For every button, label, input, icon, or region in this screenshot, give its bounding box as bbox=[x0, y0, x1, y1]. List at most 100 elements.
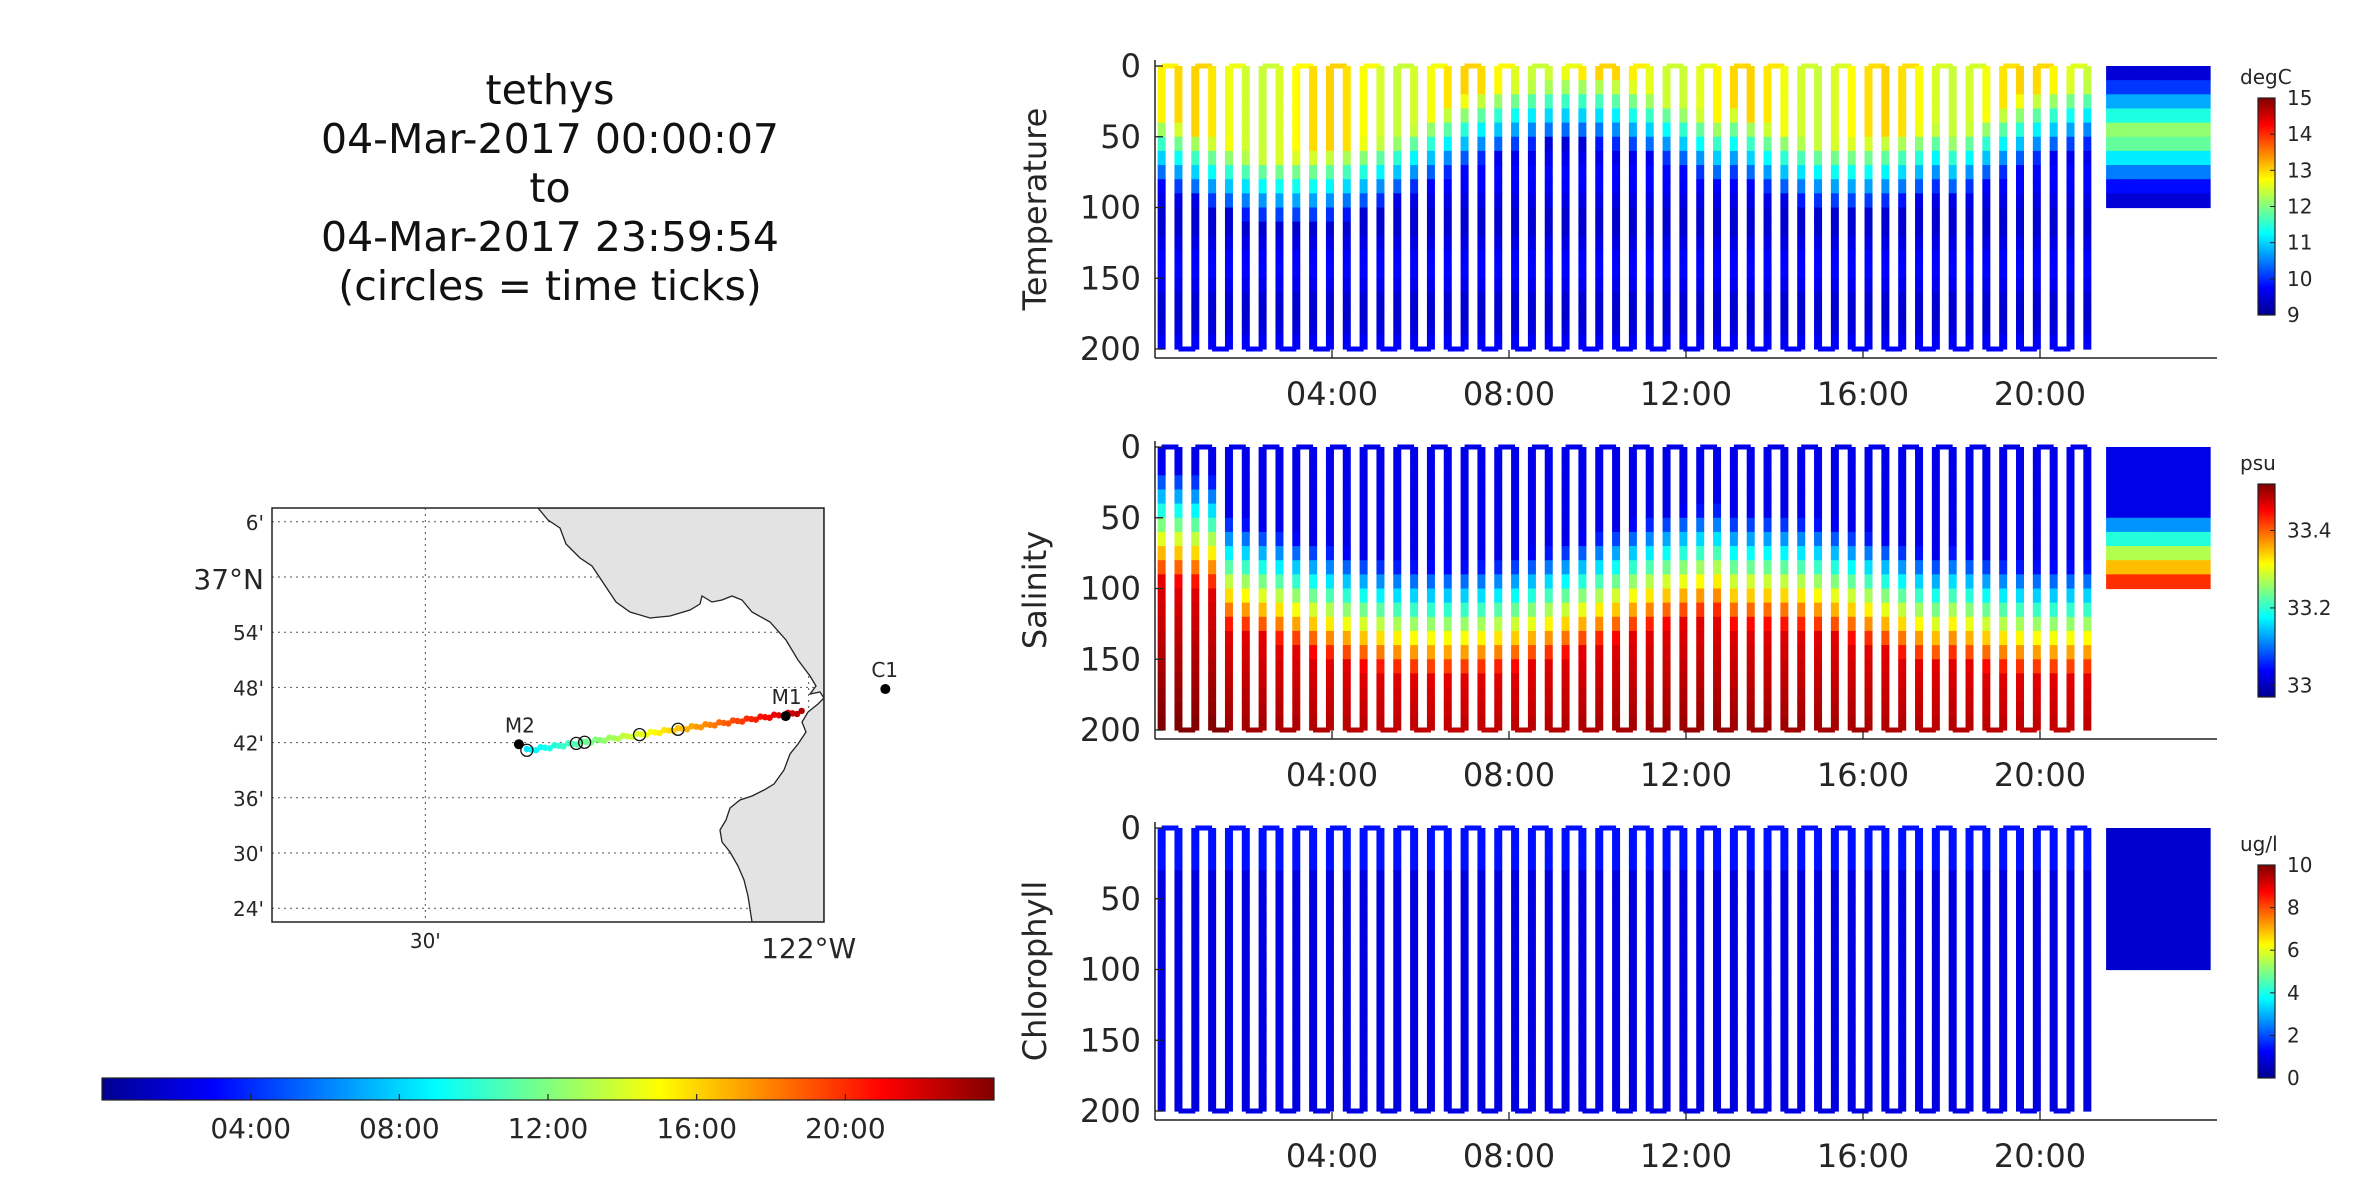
profile-segment bbox=[1410, 898, 1419, 914]
profile-segment bbox=[1477, 912, 1486, 928]
profile-segment bbox=[1931, 1068, 1940, 1084]
profile-segment bbox=[1948, 912, 1957, 928]
profile-segment bbox=[2032, 80, 2041, 95]
profile-segment bbox=[2157, 531, 2163, 547]
profile-segment bbox=[1544, 546, 1553, 561]
profile-segment bbox=[1780, 235, 1789, 251]
profile-segment bbox=[1763, 645, 1772, 660]
profile-segment bbox=[1679, 588, 1688, 604]
profile-segment bbox=[1645, 531, 1654, 547]
profile-segment bbox=[1393, 1026, 1402, 1041]
profile-segment bbox=[1931, 715, 1940, 731]
profile-segment bbox=[1477, 94, 1486, 110]
profile-segment bbox=[2205, 80, 2211, 95]
profile-segment bbox=[1780, 645, 1789, 660]
profile-segment bbox=[1292, 898, 1301, 914]
profile-segment bbox=[1258, 1054, 1267, 1070]
profile-segment bbox=[1241, 221, 1250, 237]
profile-segment bbox=[1898, 870, 1907, 886]
profile-segment bbox=[1561, 616, 1570, 632]
profile-segment bbox=[1729, 673, 1738, 689]
profile-segment bbox=[1628, 320, 1637, 336]
profile-segment bbox=[1965, 108, 1974, 124]
profile-segment bbox=[1292, 475, 1301, 491]
title-line-to: to bbox=[529, 164, 571, 212]
profile-segment bbox=[1797, 659, 1806, 674]
profile-segment bbox=[1477, 574, 1486, 590]
profile-segment bbox=[1931, 673, 1940, 689]
profile-segment bbox=[2118, 941, 2124, 956]
profile-segment bbox=[1393, 249, 1402, 265]
profile-segment bbox=[2083, 912, 2092, 928]
profile-segment bbox=[1999, 334, 2008, 350]
profile-segment bbox=[1797, 997, 1806, 1013]
profile-segment bbox=[1443, 912, 1452, 928]
profile-segment bbox=[1662, 1082, 1671, 1098]
profile-segment bbox=[1898, 574, 1907, 590]
profile-segment bbox=[2083, 122, 2092, 138]
profile-segment bbox=[1157, 179, 1166, 194]
profile-segment bbox=[1729, 842, 1738, 857]
profile-segment bbox=[2110, 546, 2116, 561]
track-point bbox=[560, 743, 567, 750]
profile-segment bbox=[1645, 701, 1654, 717]
profile-segment bbox=[1359, 687, 1368, 703]
profile-segment bbox=[2066, 1068, 2075, 1084]
profile-segment bbox=[1511, 80, 1520, 95]
profile-segment bbox=[2066, 1054, 2075, 1070]
profile-segment bbox=[1830, 927, 1839, 942]
profile-segment bbox=[1679, 1040, 1688, 1055]
profile-segment bbox=[1729, 1054, 1738, 1070]
profile-segment bbox=[2118, 66, 2124, 81]
profile-segment bbox=[2205, 489, 2211, 505]
profile-segment bbox=[1729, 221, 1738, 237]
profile-segment bbox=[2118, 80, 2124, 95]
profile-segment bbox=[1746, 687, 1755, 703]
profile-segment bbox=[1628, 898, 1637, 914]
profile-segment bbox=[1443, 503, 1452, 519]
profile-segment bbox=[1780, 503, 1789, 519]
profile-segment bbox=[1780, 334, 1789, 350]
profile-segment bbox=[1948, 884, 1957, 900]
profile-segment bbox=[2083, 66, 2092, 81]
profile-segment bbox=[1393, 193, 1402, 209]
profile-segment bbox=[1477, 503, 1486, 519]
profile-segment bbox=[1342, 898, 1351, 914]
profile-segment bbox=[1763, 1054, 1772, 1070]
profile-segment bbox=[2106, 828, 2112, 843]
profile-segment bbox=[1511, 334, 1520, 350]
profile-segment bbox=[2197, 108, 2203, 124]
profile-segment bbox=[1241, 842, 1250, 857]
profile-segment bbox=[2066, 150, 2075, 166]
profile-segment bbox=[1729, 856, 1738, 872]
profile-segment bbox=[1645, 884, 1654, 900]
profile-segment bbox=[2016, 475, 2025, 491]
profile-segment bbox=[2110, 447, 2116, 462]
profile-segment bbox=[1713, 447, 1722, 462]
profile-segment bbox=[2205, 941, 2211, 956]
profile-segment bbox=[1628, 122, 1637, 138]
profile-segment bbox=[1645, 278, 1654, 293]
profile-segment bbox=[1595, 616, 1604, 632]
profile-segment bbox=[1729, 447, 1738, 462]
profile-segment bbox=[1157, 447, 1166, 462]
profile-segment bbox=[1814, 136, 1823, 152]
profile-segment bbox=[2049, 334, 2058, 350]
profile-segment bbox=[1898, 969, 1907, 985]
profile-segment bbox=[2149, 517, 2155, 533]
profile-segment bbox=[2032, 150, 2041, 166]
profile-segment bbox=[1157, 136, 1166, 152]
profile-segment bbox=[1881, 616, 1890, 632]
profile-segment bbox=[1393, 517, 1402, 533]
profile-segment bbox=[1292, 207, 1301, 223]
profile-segment bbox=[1763, 1096, 1772, 1112]
profile-segment bbox=[2114, 870, 2120, 886]
profile-segment bbox=[1847, 673, 1856, 689]
profile-segment bbox=[1544, 927, 1553, 942]
profile-segment bbox=[2083, 503, 2092, 519]
profile-segment bbox=[2126, 884, 2131, 900]
profile-segment bbox=[1578, 1054, 1587, 1070]
profile-segment bbox=[1208, 264, 1217, 279]
profile-segment bbox=[1208, 122, 1217, 138]
profile-segment bbox=[2137, 955, 2143, 971]
